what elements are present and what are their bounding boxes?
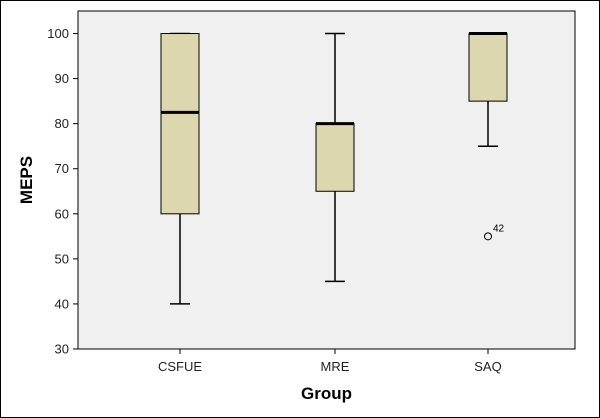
y-tick-label: 90 [55, 71, 69, 86]
outlier-label: 42 [493, 223, 505, 234]
y-axis-ticks: 30 40 50 60 70 80 90 100 [47, 26, 78, 357]
box-mre [315, 32, 355, 283]
x-tick-label: MRE [321, 359, 350, 374]
y-axis-title: MEPS [17, 156, 36, 204]
y-tick-label: 40 [55, 296, 69, 311]
iqr-box [315, 123, 355, 192]
iqr-box [160, 33, 200, 215]
x-tick-label: SAQ [474, 359, 501, 374]
outlier-point [484, 232, 492, 241]
x-axis-title: Group [301, 384, 352, 403]
iqr-box [468, 33, 508, 102]
y-tick-label: 30 [55, 342, 69, 357]
y-tick-label: 50 [55, 251, 69, 266]
x-tick-label: CSFUE [158, 359, 202, 374]
y-tick-label: 60 [55, 206, 69, 221]
y-tick-label: 100 [47, 26, 69, 41]
y-tick-label: 80 [55, 116, 69, 131]
x-axis-ticks: CSFUE MRE SAQ [158, 349, 502, 374]
y-tick-label: 70 [55, 161, 69, 176]
box-saq: 42 [468, 32, 508, 241]
box-csfue [160, 32, 200, 305]
boxes: 42 [160, 32, 508, 305]
